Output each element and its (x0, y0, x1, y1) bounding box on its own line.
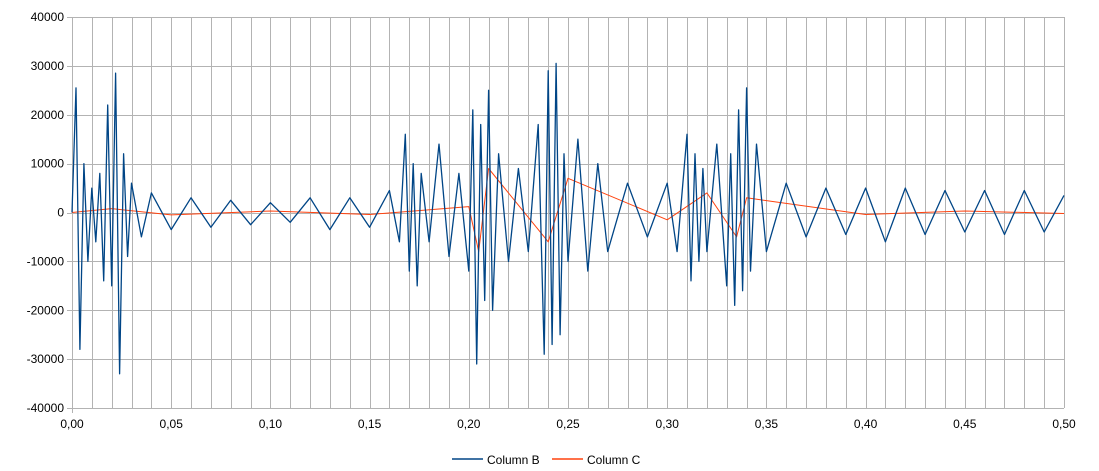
y-tick-label: -40000 (27, 401, 65, 415)
y-tick-label: -30000 (27, 352, 65, 366)
axes (72, 17, 1064, 413)
x-tick-label: 0,15 (358, 417, 382, 431)
x-tick-label: 0,30 (656, 417, 680, 431)
series-line-column-b (71, 62, 1065, 375)
y-tick-label: 30000 (31, 59, 65, 73)
y-tick-label: -20000 (27, 303, 65, 317)
x-tick-label: 0,40 (854, 417, 878, 431)
x-tick-label: 0,20 (457, 417, 481, 431)
x-tick-label: 0,10 (259, 417, 283, 431)
x-tick-label: 0,35 (755, 417, 779, 431)
x-tick-label: 0,00 (60, 417, 84, 431)
horizontal-major-gridlines (67, 17, 1064, 409)
series-layer (71, 62, 1065, 375)
x-tick-label: 0,05 (160, 417, 184, 431)
legend-label-column-b: Column B (487, 453, 540, 467)
x-axis-tick-labels: 0,00 0,05 0,10 0,15 0,20 0,25 0,30 0,35 0,40 0,45… (60, 417, 1076, 431)
y-tick-label: 0 (57, 206, 64, 220)
x-tick-label: 0,25 (556, 417, 580, 431)
y-tick-label: 20000 (31, 108, 65, 122)
series-line-column-c (71, 168, 1065, 253)
x-tick-label: 0,45 (953, 417, 977, 431)
y-tick-label: 10000 (31, 157, 65, 171)
x-tick-label: 0,50 (1052, 417, 1076, 431)
legend-label-column-c: Column C (587, 453, 641, 467)
legend: Column B Column C (452, 453, 641, 467)
y-axis-tick-labels: -40000 -30000 -20000 -10000 0 10000 20000 30000… (27, 10, 65, 415)
y-tick-label: -10000 (27, 254, 65, 268)
y-tick-label: 40000 (31, 10, 65, 24)
